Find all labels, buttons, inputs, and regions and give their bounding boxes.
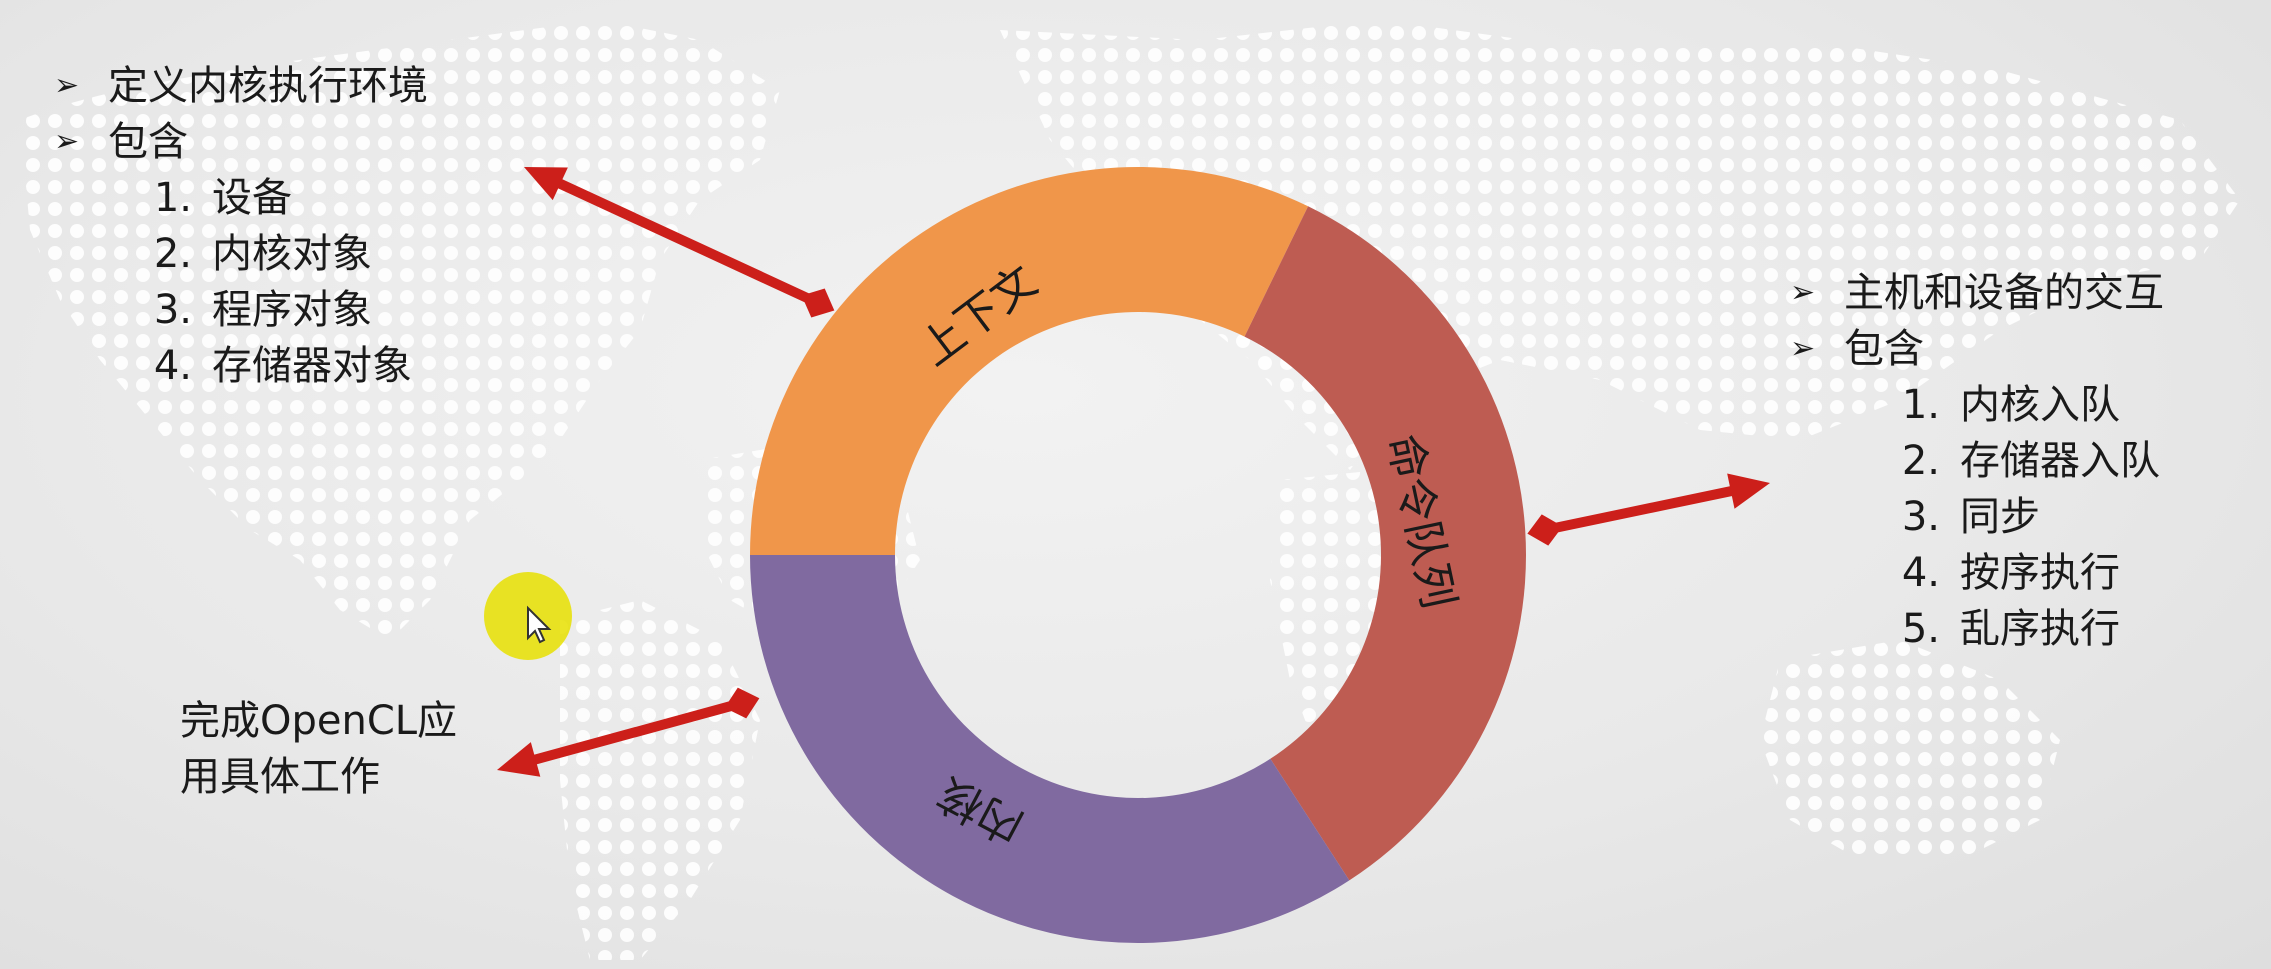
- context-bullet-text: 包含: [108, 119, 188, 165]
- queue-item: 3. 同步: [1901, 494, 2040, 540]
- diamond-tail-icon: [801, 288, 835, 318]
- arrowhead-bullet-icon: ➢: [1790, 331, 1816, 366]
- context-bullet-1: ➢ 定义内核执行环境: [54, 58, 428, 114]
- queue-bullet-text: 主机和设备的交互: [1844, 270, 2164, 316]
- command-queue-description: ➢ 主机和设备的交互 ➢ 包含 1. 内核入队 2. 存储器入队 3. 同步 4. 按序…: [1790, 265, 2164, 657]
- queue-item: 5. 乱序执行: [1901, 606, 2120, 652]
- context-bullet-2: ➢ 包含: [54, 114, 428, 170]
- cursor-icon: [484, 572, 572, 660]
- context-description: ➢ 定义内核执行环境 ➢ 包含 1. 设备 2. 内核对象 3. 程序对象 4. 存储器…: [54, 58, 428, 394]
- kernel-description-line: 完成OpenCL应: [180, 698, 458, 744]
- arrowhead-icon: [1727, 473, 1770, 509]
- arrow-to-kernel-text: [497, 687, 760, 777]
- context-item: 2. 内核对象: [153, 231, 372, 277]
- ring-segment-command-queue: [1244, 206, 1526, 881]
- queue-bullet-text: 包含: [1844, 326, 1924, 372]
- arrowhead-bullet-icon: ➢: [54, 68, 80, 103]
- context-item: 4. 存储器对象: [153, 343, 412, 389]
- opencl-ring: [750, 167, 1526, 944]
- arrow-shaft: [552, 176, 821, 308]
- kernel-description-line: 用具体工作: [180, 754, 380, 800]
- arrow-shaft: [1543, 485, 1738, 535]
- arrowhead-bullet-icon: ➢: [54, 124, 80, 159]
- kernel-description: 完成OpenCL应 用具体工作: [180, 693, 520, 805]
- arrowhead-icon: [497, 742, 541, 777]
- arrowhead-icon: [523, 166, 568, 201]
- diamond-tail-icon: [1527, 514, 1563, 546]
- arrow-to-queue-text: [1527, 473, 1770, 546]
- context-item: 1. 设备: [153, 175, 292, 221]
- ring-segment-kernel: [750, 555, 1350, 944]
- arrow-to-context-text: [523, 166, 835, 318]
- arrow-shaft: [528, 698, 744, 766]
- queue-item: 1. 内核入队: [1901, 382, 2120, 428]
- ring-segment-context: [750, 167, 1309, 556]
- queue-item: 2. 存储器入队: [1901, 438, 2160, 484]
- context-item: 3. 程序对象: [153, 287, 372, 333]
- arrows: [497, 166, 1770, 777]
- queue-bullet-2: ➢ 包含: [1790, 321, 2164, 377]
- queue-item: 4. 按序执行: [1901, 550, 2120, 596]
- context-bullet-text: 定义内核执行环境: [108, 63, 428, 109]
- arrowhead-bullet-icon: ➢: [1790, 275, 1816, 310]
- diamond-tail-icon: [724, 687, 760, 719]
- queue-bullet-1: ➢ 主机和设备的交互: [1790, 265, 2164, 321]
- mouse-cursor-highlight: [484, 572, 574, 666]
